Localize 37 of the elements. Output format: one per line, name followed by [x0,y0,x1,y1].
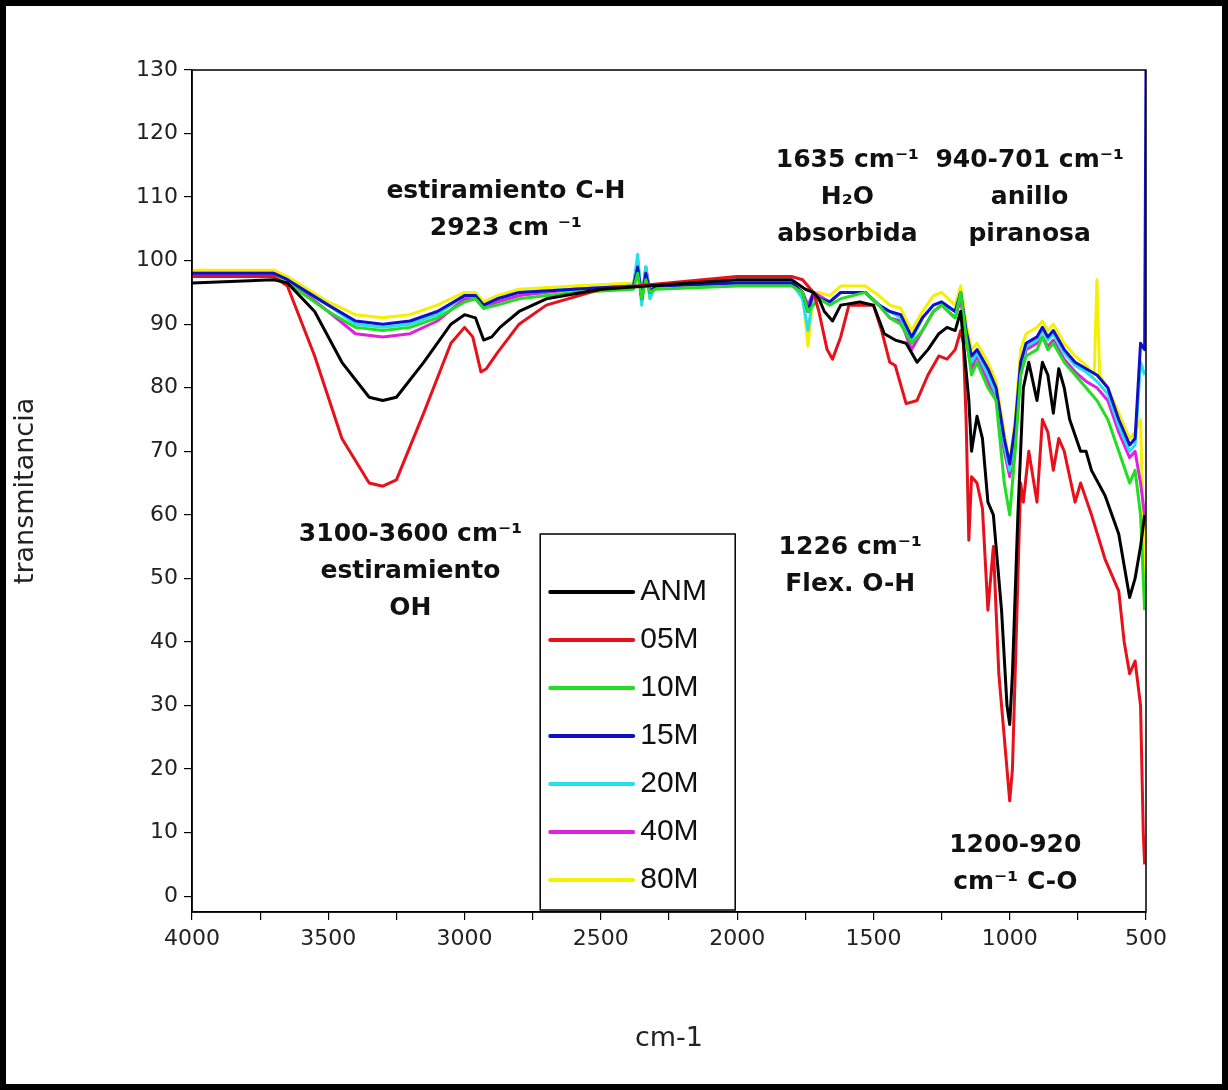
y-tick-label: 10 [150,818,178,844]
x-tick-label: 2000 [709,924,766,950]
x-tick-label: 1000 [981,924,1038,950]
annotation: 1226 cm⁻¹ Flex. O-H [778,530,922,597]
x-tick-label: 3500 [300,924,357,950]
y-tick-label: 110 [136,182,178,208]
y-axis-title: transmitancia [8,397,40,585]
x-tick-label: 1500 [845,924,902,950]
x-tick-label: 2500 [572,924,629,950]
y-tick-label: 50 [150,564,178,590]
legend-label: 05M [640,621,699,655]
annotation: 1200-920 cm⁻¹ C-O [949,829,1082,896]
x-tick-label: 4000 [164,924,220,950]
legend-label: 20M [640,765,699,799]
y-tick-label: 100 [136,246,178,272]
legend-label: 10M [640,669,699,703]
x-axis-title: cm-1 [634,1020,704,1052]
y-tick-label: 20 [150,754,178,780]
y-tick-label: 40 [150,627,178,653]
y-tick-label: 80 [150,373,178,399]
y-tick-label: 130 [136,55,178,81]
legend-label: 80M [640,861,699,895]
y-tick-label: 90 [150,309,178,335]
x-tick-label: 500 [1125,924,1167,950]
annotation: 3100-3600 cm⁻¹ estiramiento OH [298,518,523,622]
annotation: 940-701 cm⁻¹ anillo piranosa [935,143,1124,247]
y-tick-label: 60 [150,500,178,526]
y-tick-label: 0 [164,881,178,907]
legend-label: ANM [640,573,707,607]
annotation: 1635 cm⁻¹ H₂O absorbida [775,143,920,247]
legend-label: 15M [640,717,699,751]
x-tick-label: 3000 [436,924,493,950]
legend-label: 40M [640,813,699,847]
y-tick-label: 70 [150,437,178,462]
y-tick-label: 30 [150,691,178,717]
annotation: estiramiento C-H 2923 cm ⁻¹ [386,174,626,241]
y-tick-label: 120 [136,119,178,145]
